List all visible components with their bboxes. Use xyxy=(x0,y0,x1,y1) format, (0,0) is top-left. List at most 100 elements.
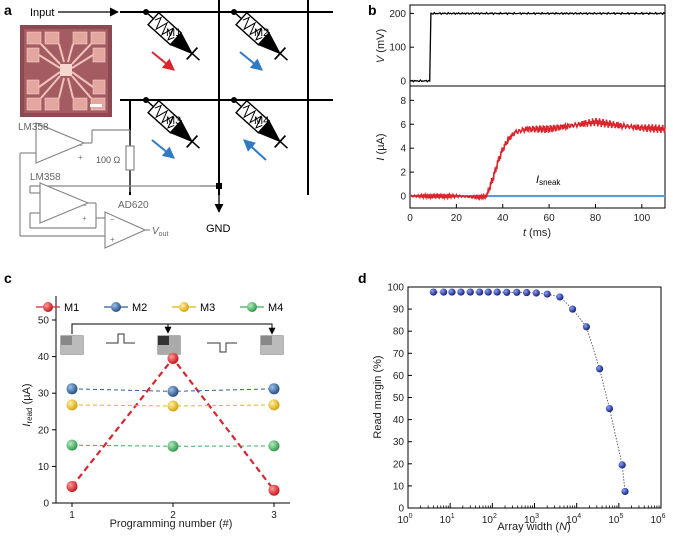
memristor-m4: M4 xyxy=(231,97,289,161)
d-ytick: 30 xyxy=(393,437,405,448)
d-ytick: 40 xyxy=(393,415,405,426)
series-m2 xyxy=(66,383,280,397)
sneak-current-arrow xyxy=(243,139,267,161)
d-ylabel: Read margin (%) xyxy=(372,355,384,438)
read-margin-point xyxy=(543,290,551,298)
d-xtick: 101 xyxy=(440,513,455,526)
set-pulse-icon xyxy=(106,333,135,344)
series-m3 xyxy=(66,399,280,412)
panel-a: a Inp xyxy=(4,0,333,249)
gnd-label: GND xyxy=(206,223,231,235)
c-ytick: 50 xyxy=(38,316,50,327)
data-point xyxy=(167,440,179,452)
crossbar-wires xyxy=(120,0,333,195)
c-xtick: 1 xyxy=(69,510,75,521)
d-xtick: 104 xyxy=(566,513,581,526)
data-point xyxy=(66,439,78,451)
data-point xyxy=(167,385,179,397)
legend-item-m2: M2 xyxy=(104,302,147,314)
read-margin-point xyxy=(582,323,590,331)
sneak-current-arrow xyxy=(239,51,263,71)
read-margin-point xyxy=(466,288,474,296)
c-xlabel: Programming number (#) xyxy=(110,518,233,530)
data-point xyxy=(66,399,78,411)
b-top-ylabel: V (mV) xyxy=(375,29,387,63)
series-m1 xyxy=(66,352,280,496)
memristor-m1: M1 xyxy=(143,9,201,71)
read-margin-point xyxy=(523,288,531,297)
d-ytick: 80 xyxy=(393,327,405,338)
svg-text:+: + xyxy=(110,235,115,244)
data-point xyxy=(268,399,280,411)
b-xtick: 60 xyxy=(544,213,556,224)
data-point xyxy=(66,383,78,395)
c-ytick: 40 xyxy=(38,352,50,363)
opamp3-label: AD620 xyxy=(118,200,149,211)
read-margin-point xyxy=(532,289,540,297)
read-margin-point xyxy=(503,288,511,296)
cell-state-3 xyxy=(260,335,284,355)
panel-c: c 0 10 20 30 40 50 1 2 3 M1 M2 M3 M4 xyxy=(4,270,290,530)
d-ytick: 0 xyxy=(398,504,404,515)
c-ytick: 10 xyxy=(38,462,50,473)
read-margin-point xyxy=(448,288,456,296)
c-ytick: 30 xyxy=(38,389,50,400)
read-margin-point xyxy=(568,305,577,313)
svg-text:+: + xyxy=(78,153,83,162)
b-bottom-frame xyxy=(409,85,666,209)
read-margin-point xyxy=(476,288,484,296)
legend-label: M2 xyxy=(132,302,147,314)
c-ylabel: Iread (µA) xyxy=(21,383,34,426)
cell-state-1 xyxy=(60,335,84,355)
d-ytick: 90 xyxy=(393,305,405,316)
reset-pulse-icon xyxy=(207,342,237,353)
device-label: M4 xyxy=(254,115,269,127)
b-bottom-ytick: 4 xyxy=(400,144,406,155)
data-point xyxy=(167,352,179,364)
panel-a-letter: a xyxy=(4,2,12,18)
b-xtick: 40 xyxy=(497,213,509,224)
legend-item-m3: M3 xyxy=(172,302,215,314)
opamp2-label: LM358 xyxy=(30,172,61,183)
d-xtick: 100 xyxy=(397,513,412,526)
gnd-node xyxy=(216,183,222,189)
sneak-label: Isneak xyxy=(536,174,561,187)
read-margin-point xyxy=(605,404,614,413)
d-xtick: 102 xyxy=(482,513,497,526)
vout-label: Vout xyxy=(152,226,168,238)
panel-c-letter: c xyxy=(4,270,12,286)
programming-schematic xyxy=(60,323,284,355)
data-point xyxy=(268,440,280,452)
b-xtick: 100 xyxy=(633,213,650,224)
legend-item-m4: M4 xyxy=(240,302,283,314)
data-point xyxy=(268,484,280,496)
data-point xyxy=(167,400,179,412)
chip-micrograph xyxy=(20,25,112,117)
svg-text:−: − xyxy=(82,201,87,210)
data-point xyxy=(66,481,78,493)
readout-circuit xyxy=(19,122,219,249)
series-m4 xyxy=(66,439,280,452)
resistor-label: 100 Ω xyxy=(96,155,121,165)
b-bottom-ytick: 8 xyxy=(400,96,406,107)
read-margin-point xyxy=(493,288,501,296)
read-margin-point xyxy=(621,487,629,496)
svg-text:−: − xyxy=(78,141,83,150)
c-ytick: 0 xyxy=(43,499,49,510)
b-bottom-ytick: 2 xyxy=(400,168,406,179)
b-bottom-ytick: 0 xyxy=(400,192,406,203)
b-xtick: 20 xyxy=(451,213,463,224)
legend-label: M1 xyxy=(64,302,79,314)
d-ytick: 50 xyxy=(393,393,405,404)
c-xtick: 2 xyxy=(170,510,176,521)
d-xlabel: Array width (N) xyxy=(497,521,570,533)
memristor-m2: M2 xyxy=(231,9,289,71)
d-fit-line xyxy=(433,291,626,492)
series-line xyxy=(71,356,275,491)
b-top-ytick: 100 xyxy=(389,43,406,54)
legend-label: M4 xyxy=(268,302,283,314)
device-label: M2 xyxy=(254,27,269,39)
read-margin-point xyxy=(429,288,437,296)
